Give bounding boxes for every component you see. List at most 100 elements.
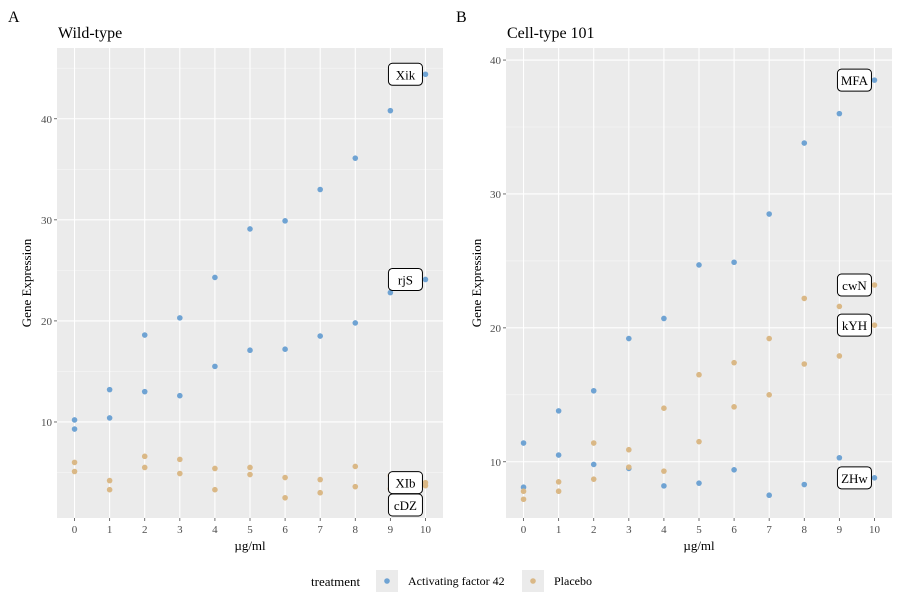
point-activating-factor <box>836 454 843 461</box>
callout-label: cDZ <box>387 493 423 517</box>
point-placebo <box>801 361 808 367</box>
x-tick-label: 0 <box>521 524 527 536</box>
point-placebo <box>520 488 527 495</box>
y-tick-label: 40 <box>490 55 502 67</box>
point-placebo <box>661 405 667 411</box>
point-activating-factor <box>177 315 183 321</box>
x-tick-label: 8 <box>353 524 359 536</box>
point-placebo <box>626 464 632 470</box>
point-activating-factor <box>696 262 702 268</box>
point-placebo <box>282 474 288 481</box>
callout-text: kYH <box>842 318 867 333</box>
x-tick-label: 5 <box>247 524 253 536</box>
x-tick-label: 2 <box>142 524 148 536</box>
panel-letter: B <box>456 9 467 26</box>
point-placebo <box>661 468 667 474</box>
point-placebo <box>836 303 843 310</box>
point-placebo <box>141 453 148 460</box>
point-activating-factor <box>352 155 359 161</box>
point-activating-factor <box>106 386 113 393</box>
point-placebo <box>590 476 597 482</box>
axis-ticks: 10 20 30 40 0 1 2 3 4 5 6 7 8 9 10 <box>490 55 880 536</box>
y-tick-label: 40 <box>41 114 53 126</box>
point-activating-factor <box>71 426 78 432</box>
x-tick-label: 7 <box>766 524 772 536</box>
point-activating-factor <box>590 387 597 394</box>
panel-title: Cell-type 101 <box>507 25 595 42</box>
x-axis-title: µg/ml <box>234 538 266 553</box>
point-placebo <box>766 335 772 342</box>
point-placebo <box>212 486 218 493</box>
point-placebo <box>352 463 359 470</box>
point-placebo <box>520 496 527 503</box>
y-tick-label: 20 <box>490 323 502 335</box>
point-placebo <box>590 440 597 446</box>
point-placebo <box>106 477 113 484</box>
point-placebo <box>871 322 878 328</box>
point-placebo <box>71 459 78 466</box>
point-activating-factor <box>555 452 562 458</box>
data-points <box>520 77 878 503</box>
x-tick-label: 4 <box>661 524 667 536</box>
point-activating-factor <box>71 417 78 423</box>
callout-text: MFA <box>841 73 869 88</box>
callouts: MFA cwN kYH ZHw <box>836 68 872 490</box>
callout-box <box>836 466 872 490</box>
point-placebo <box>801 295 808 302</box>
callout-label: MFA <box>836 68 872 92</box>
x-tick-label: 3 <box>626 524 632 536</box>
point-activating-factor <box>766 492 772 499</box>
x-tick-label: 2 <box>591 524 597 536</box>
point-placebo <box>106 486 113 493</box>
x-tick-label: 9 <box>388 524 394 536</box>
point-activating-factor <box>422 71 429 78</box>
point-activating-factor <box>871 475 878 481</box>
data-points <box>71 71 429 501</box>
point-placebo <box>282 494 288 501</box>
point-activating-factor <box>731 466 737 473</box>
x-tick-label: 1 <box>107 524 113 536</box>
callout-text: rjS <box>398 272 413 287</box>
axis-ticks: 10 20 30 40 0 1 2 3 4 5 6 7 8 9 10 <box>41 114 431 536</box>
callouts: Xik rjS XIb cDZ <box>387 62 423 517</box>
point-activating-factor <box>696 480 702 486</box>
callout-box <box>836 68 872 92</box>
point-placebo <box>141 464 148 471</box>
point-placebo <box>71 468 78 475</box>
point-activating-factor <box>661 315 667 322</box>
point-activating-factor <box>661 483 667 489</box>
point-placebo <box>731 359 737 366</box>
point-placebo <box>555 488 562 495</box>
point-activating-factor <box>387 289 394 296</box>
x-tick-label: 8 <box>802 524 808 536</box>
point-placebo <box>731 404 737 410</box>
callout-text: cDZ <box>394 498 417 513</box>
y-tick-label: 20 <box>41 316 53 328</box>
callout-box <box>387 493 423 517</box>
point-activating-factor <box>317 333 323 339</box>
callout-box <box>836 273 872 297</box>
callout-label: cwN <box>836 273 872 297</box>
point-activating-factor <box>555 408 562 414</box>
point-activating-factor <box>387 107 394 114</box>
point-placebo <box>352 483 359 490</box>
point-activating-factor <box>212 363 218 370</box>
panel-title: Wild-type <box>58 25 122 42</box>
point-activating-factor <box>520 440 527 446</box>
legend: treatment Activating factor 42 Placebo <box>311 570 592 592</box>
callout-label: XIb <box>387 471 423 495</box>
callout-label: Xik <box>387 62 423 86</box>
point-activating-factor <box>317 186 323 193</box>
x-tick-label: 10 <box>420 524 432 536</box>
x-tick-label: 4 <box>212 524 218 536</box>
point-activating-factor <box>141 332 148 338</box>
grid <box>57 48 443 518</box>
point-activating-factor <box>247 226 253 232</box>
x-tick-label: 1 <box>556 524 562 536</box>
x-tick-label: 7 <box>317 524 323 536</box>
point-activating-factor <box>836 110 843 117</box>
point-activating-factor <box>766 211 772 217</box>
legend-key-placebo <box>530 578 536 584</box>
point-activating-factor <box>177 392 183 399</box>
y-tick-label: 10 <box>41 417 53 429</box>
